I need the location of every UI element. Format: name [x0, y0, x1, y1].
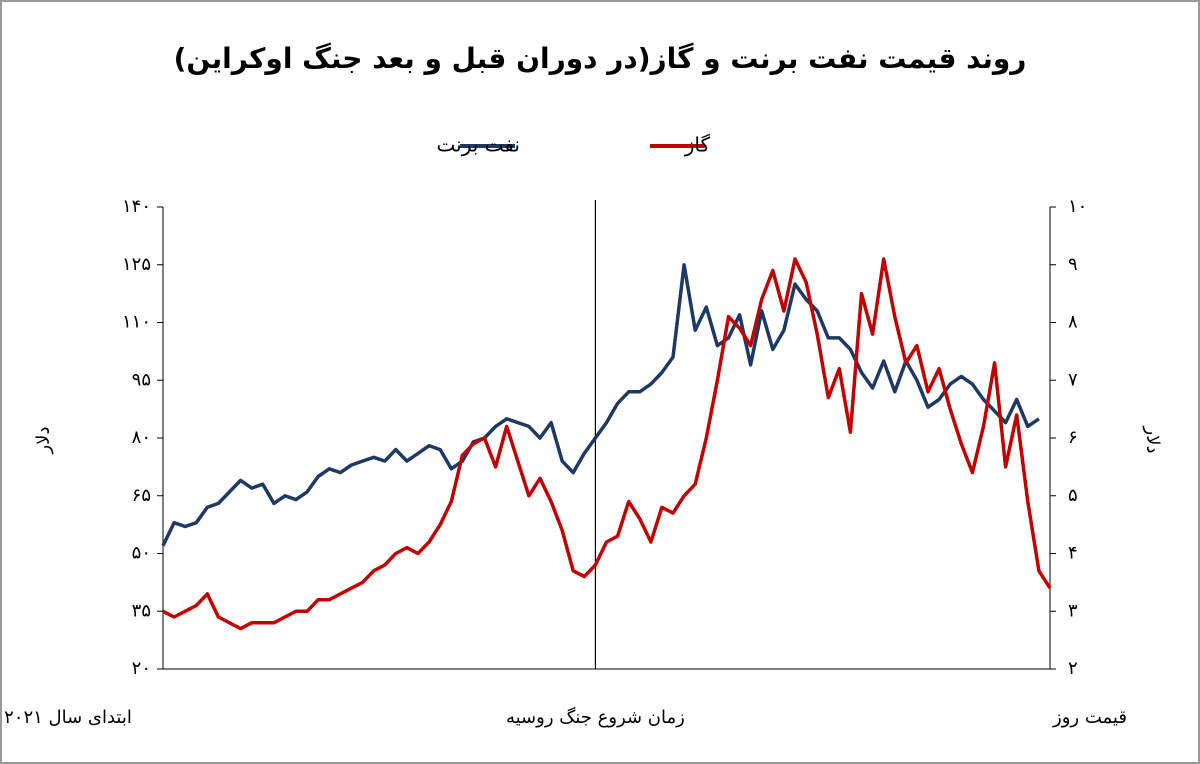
y-tick-label: ۱۱۰ — [122, 312, 151, 333]
legend-label: نفت برنت — [437, 133, 521, 157]
y2-tick-label: ۵ — [1068, 485, 1078, 506]
x-tick-label: زمان شروع جنگ روسیه — [506, 706, 685, 728]
y-tick-label: ۱۴۰ — [122, 196, 151, 217]
y-tick-label: ۸۰ — [132, 427, 151, 448]
y-tick-label: ۱۲۵ — [122, 254, 151, 275]
y2-tick-label: ۶ — [1068, 427, 1078, 448]
series-line — [161, 263, 1040, 547]
y2-tick-label: ۳ — [1068, 600, 1078, 621]
x-tick-label: ابتدای سال ۲۰۲۱ — [4, 707, 132, 728]
y2-tick-label: ۱۰ — [1068, 196, 1087, 217]
y-axis-label: دلار — [33, 427, 54, 455]
chart-title: روند قیمت نفت برنت و گاز(در دوران قبل و … — [174, 42, 1027, 75]
y2-tick-label: ۹ — [1068, 254, 1078, 275]
y-tick-label: ۶۵ — [132, 485, 151, 506]
x-tick-label: قیمت روز — [1052, 707, 1127, 728]
y-tick-label: ۵۰ — [132, 543, 151, 564]
legend-label: گاز — [684, 133, 711, 157]
y2-tick-label: ۴ — [1068, 543, 1078, 564]
y2-axis-label: دلار — [1142, 426, 1163, 454]
series-line — [162, 257, 1052, 631]
y-tick-label: ۲۰ — [132, 658, 151, 679]
y2-tick-label: ۷ — [1068, 369, 1078, 390]
y2-tick-label: ۸ — [1068, 312, 1078, 333]
y-tick-label: ۹۵ — [132, 369, 151, 390]
y-tick-label: ۳۵ — [132, 600, 151, 621]
y2-tick-label: ۲ — [1068, 658, 1078, 679]
